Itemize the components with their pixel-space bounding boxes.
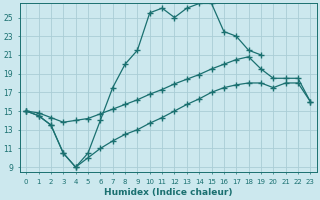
X-axis label: Humidex (Indice chaleur): Humidex (Indice chaleur) bbox=[104, 188, 233, 197]
